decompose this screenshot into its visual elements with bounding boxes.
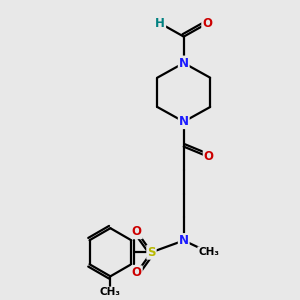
Text: H: H [155,17,165,30]
Text: O: O [204,150,214,164]
Text: O: O [202,17,212,30]
Text: O: O [132,266,142,279]
Text: S: S [147,246,156,259]
Text: O: O [132,225,142,238]
Text: N: N [179,234,189,247]
Text: CH₃: CH₃ [100,287,121,297]
Text: CH₃: CH₃ [198,247,219,257]
Text: N: N [179,115,189,128]
Text: N: N [179,56,189,70]
